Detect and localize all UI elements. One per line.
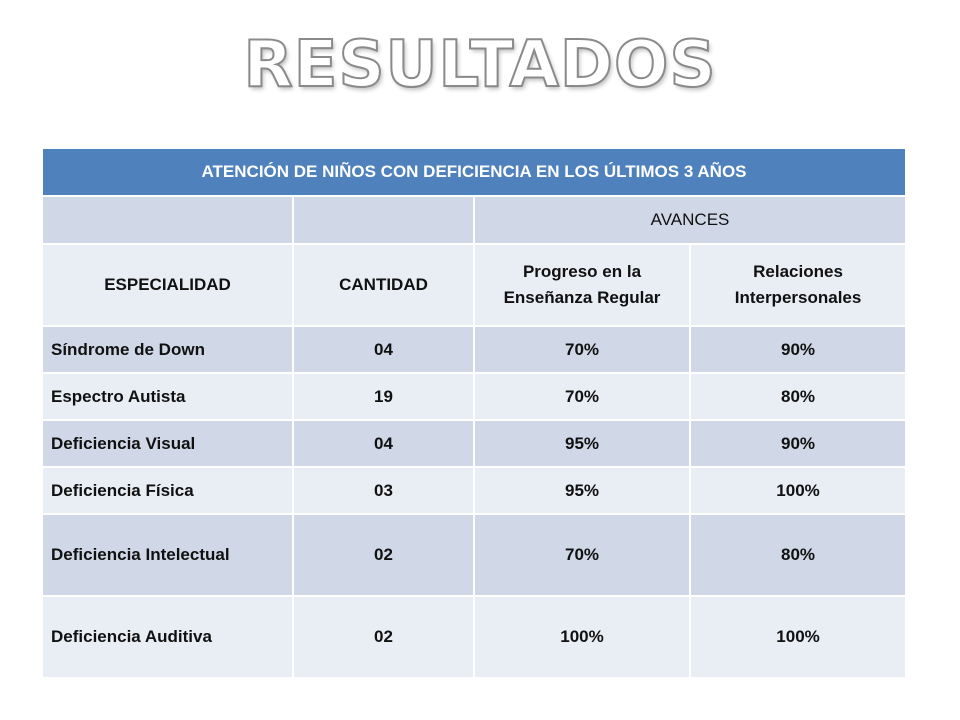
cell-cantidad: 02	[292, 513, 475, 597]
group-header-avances: AVANCES	[472, 195, 908, 245]
cell-cantidad: 04	[292, 325, 475, 374]
cell-progreso: 95%	[473, 466, 691, 515]
cell-cantidad: 03	[292, 466, 475, 515]
cell-relaciones: 90%	[688, 325, 908, 374]
cell-progreso: 100%	[473, 595, 691, 679]
cell-progreso: 95%	[473, 419, 691, 468]
column-header-cantidad: CANTIDAD	[292, 243, 475, 327]
cell-especialidad: Deficiencia Intelectual	[41, 513, 294, 597]
table-row: Deficiencia Auditiva 02 100% 100%	[41, 595, 908, 679]
table-caption-row: ATENCIÓN DE NIÑOS CON DEFICIENCIA EN LOS…	[40, 147, 908, 197]
cell-especialidad: Espectro Autista	[41, 372, 294, 421]
cell-progreso: 70%	[473, 372, 691, 421]
cell-relaciones: 80%	[688, 372, 908, 421]
empty-cell	[41, 195, 294, 245]
cell-especialidad: Deficiencia Física	[41, 466, 294, 515]
cell-cantidad: 19	[292, 372, 475, 421]
table-group-row: AVANCES	[41, 195, 908, 245]
cell-cantidad: 04	[292, 419, 475, 468]
table-caption: ATENCIÓN DE NIÑOS CON DEFICIENCIA EN LOS…	[40, 147, 908, 197]
cell-especialidad: Deficiencia Visual	[41, 419, 294, 468]
table-row: Deficiencia Visual 04 95% 90%	[41, 419, 908, 468]
cell-relaciones: 90%	[688, 419, 908, 468]
cell-relaciones: 100%	[688, 466, 908, 515]
page-title: RESULTADOS	[242, 27, 717, 103]
empty-cell	[292, 195, 475, 245]
column-header-especialidad: ESPECIALIDAD	[41, 243, 294, 327]
table-row: Deficiencia Intelectual 02 70% 80%	[41, 513, 908, 597]
cell-relaciones: 80%	[688, 513, 908, 597]
cell-progreso: 70%	[473, 513, 691, 597]
table-row: Espectro Autista 19 70% 80%	[41, 372, 908, 421]
cell-progreso: 70%	[473, 325, 691, 374]
column-header-progreso: Progreso en la Enseñanza Regular	[473, 243, 691, 327]
results-table: ATENCIÓN DE NIÑOS CON DEFICIENCIA EN LOS…	[40, 147, 908, 679]
cell-especialidad: Deficiencia Auditiva	[41, 595, 294, 679]
table-row: Síndrome de Down 04 70% 90%	[41, 325, 908, 374]
column-header-relaciones: Relaciones Interpersonales	[688, 243, 908, 327]
cell-especialidad: Síndrome de Down	[41, 325, 294, 374]
cell-relaciones: 100%	[688, 595, 908, 679]
column-header-row: ESPECIALIDAD CANTIDAD Progreso en la Ens…	[41, 243, 908, 327]
cell-cantidad: 02	[292, 595, 475, 679]
table-row: Deficiencia Física 03 95% 100%	[41, 466, 908, 515]
